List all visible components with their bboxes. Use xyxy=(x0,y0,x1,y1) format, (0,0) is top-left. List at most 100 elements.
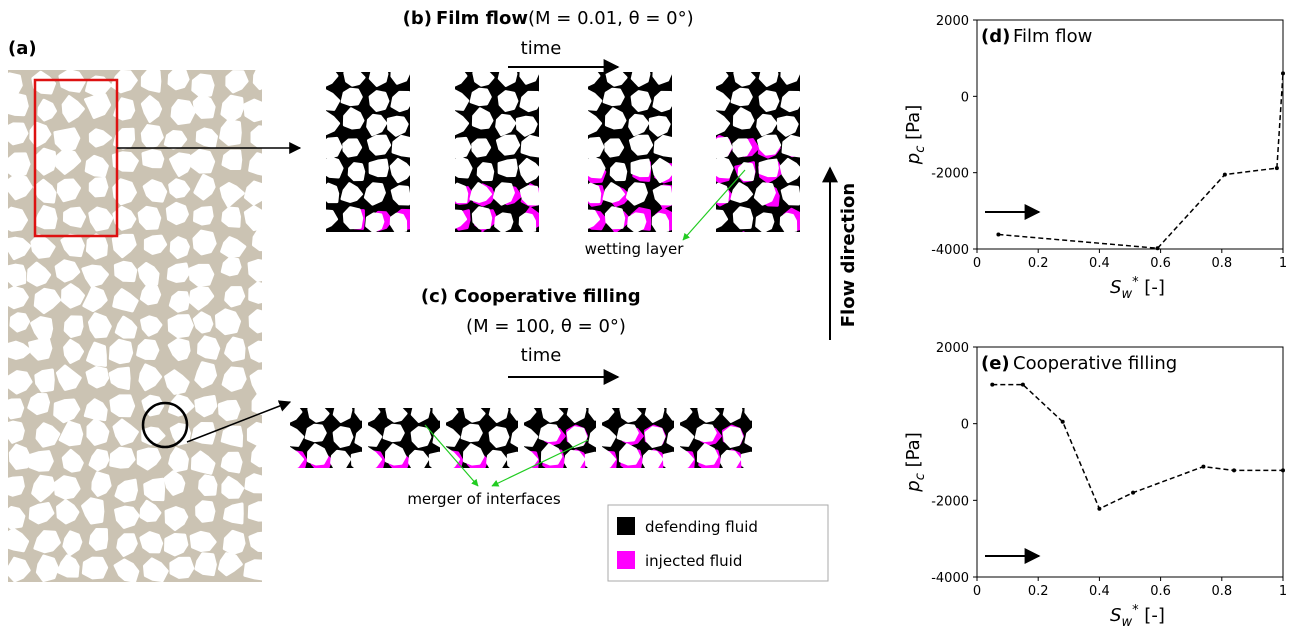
grain xyxy=(344,234,360,252)
grain xyxy=(471,89,490,104)
grain xyxy=(742,453,761,471)
grain xyxy=(392,62,409,83)
grain xyxy=(249,260,269,280)
y-axis-label: pc [Pa] xyxy=(903,105,928,165)
panel-tag: (e) xyxy=(981,353,1010,374)
grain xyxy=(724,400,741,421)
grain xyxy=(222,453,241,472)
grain xyxy=(142,70,160,91)
grain xyxy=(371,234,392,256)
grain xyxy=(522,136,543,156)
grain xyxy=(323,235,343,254)
grain xyxy=(370,160,387,176)
grain xyxy=(224,531,244,553)
label-sub: w xyxy=(1121,287,1132,302)
x-tick-label: 0.6 xyxy=(1150,256,1171,271)
grain xyxy=(219,401,239,419)
grain xyxy=(497,136,518,154)
grain xyxy=(712,138,731,157)
grain xyxy=(393,136,414,156)
grain xyxy=(494,184,513,204)
grain xyxy=(165,534,186,554)
grain xyxy=(452,158,471,177)
grain xyxy=(145,479,164,499)
grain xyxy=(5,124,27,144)
grain xyxy=(171,238,188,258)
data-point xyxy=(1061,420,1065,424)
grain xyxy=(388,117,407,135)
panel-tag: (b) xyxy=(403,8,432,29)
data-point xyxy=(1131,491,1135,495)
data-point xyxy=(1097,507,1101,511)
grain xyxy=(5,154,29,176)
time-label: time xyxy=(521,38,562,59)
label-main: S xyxy=(1110,277,1121,298)
y-tick-label: 0 xyxy=(961,418,969,433)
grain xyxy=(216,310,239,334)
legend-swatch xyxy=(617,517,635,535)
grain xyxy=(632,64,649,85)
y-axis-label: pc [Pa] xyxy=(903,432,928,492)
grain xyxy=(3,422,23,442)
grain xyxy=(465,405,484,421)
grain xyxy=(250,533,270,551)
grain xyxy=(245,100,265,121)
annotation: merger of interfaces xyxy=(407,490,561,508)
grain xyxy=(758,233,780,253)
grain xyxy=(194,95,214,117)
grain xyxy=(713,236,730,252)
grain xyxy=(334,428,352,447)
grain xyxy=(490,400,507,421)
panel-params: (M = 100, θ = 0°) xyxy=(466,316,626,337)
grain xyxy=(141,533,162,552)
grain xyxy=(115,262,135,280)
grain xyxy=(3,507,24,527)
legend-label: defending fluid xyxy=(645,518,758,536)
grain xyxy=(250,283,273,302)
label-main: p xyxy=(903,480,924,492)
thumbnail xyxy=(437,398,532,471)
grain xyxy=(739,164,754,180)
grain xyxy=(412,428,430,447)
grain xyxy=(758,136,779,154)
grain xyxy=(253,229,270,249)
figure: (a) (b) Film flow (M = 0.01, θ = 0°) tim… xyxy=(0,0,1309,631)
annotation: wetting layer xyxy=(585,240,685,258)
grain xyxy=(734,208,751,228)
grain xyxy=(246,475,267,492)
x-tick-label: 1 xyxy=(1279,584,1287,599)
grain xyxy=(344,140,361,156)
y-tick-label: 2000 xyxy=(936,14,969,29)
thumbnail xyxy=(446,62,544,257)
grain xyxy=(168,264,188,281)
data-point xyxy=(1021,383,1025,387)
grain xyxy=(245,182,268,204)
grain xyxy=(223,151,241,168)
grain xyxy=(171,558,193,577)
grain xyxy=(87,235,106,258)
grain xyxy=(39,100,56,120)
grain xyxy=(520,214,534,231)
label-rest: [-] xyxy=(1139,605,1165,626)
grain xyxy=(370,64,387,85)
legend-swatch xyxy=(617,551,635,569)
grain xyxy=(323,236,341,253)
grain xyxy=(196,396,216,415)
x-tick-label: 0.8 xyxy=(1211,256,1232,271)
grain xyxy=(322,184,337,202)
grain xyxy=(110,340,131,362)
grain xyxy=(55,129,79,151)
grain xyxy=(499,160,516,176)
grain xyxy=(452,236,470,253)
label-sub: c xyxy=(913,146,928,153)
legend-label: injected fluid xyxy=(645,552,742,570)
grain xyxy=(29,395,49,414)
grain xyxy=(138,341,158,359)
grain xyxy=(191,532,215,550)
grain xyxy=(746,428,765,446)
grain xyxy=(87,368,108,387)
grain xyxy=(250,311,270,332)
grain xyxy=(29,452,52,471)
grain xyxy=(734,140,751,156)
grain xyxy=(611,164,626,180)
